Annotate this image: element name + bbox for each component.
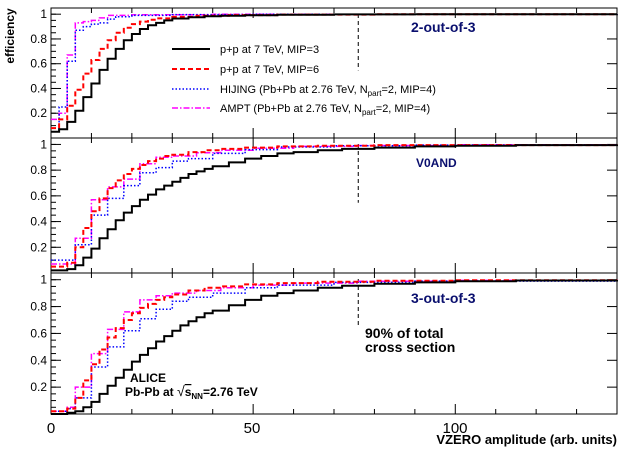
- panel-title-v0and: V0AND: [416, 156, 457, 170]
- panel-title-3-out-of-3: 3-out-of-3: [411, 290, 476, 306]
- annotation-line-1: 90% of total: [365, 325, 444, 341]
- series-pp-mip3: [51, 144, 618, 272]
- legend-label-pp-mip6: p+p at 7 TeV, MIP=6: [220, 64, 319, 76]
- y-tick-label: 0.6: [30, 326, 47, 340]
- annotation-line-2: cross section: [365, 339, 455, 355]
- y-axis-label: efficiency: [3, 8, 17, 64]
- panel-frame: [50, 7, 618, 139]
- series-pp-mip6: [51, 279, 618, 413]
- y-tick-label: 0.8: [30, 32, 47, 46]
- panel-3-out-of-3: 0.2 0.4 0.6 0.8 1: [30, 272, 618, 415]
- x-tick-label-100: 100: [442, 420, 467, 437]
- y-tick-label: 0.6: [30, 57, 47, 71]
- panel-2-out-of-3: 0.2 0.4 0.6 0.8 1: [30, 7, 618, 139]
- series-hijing: [51, 144, 618, 261]
- y-tick-label: 0.2: [30, 240, 47, 254]
- y-tick-label: 0.6: [30, 189, 47, 203]
- series-pp-mip3: [51, 279, 618, 415]
- y-tick-label: 1: [40, 7, 47, 21]
- alice-label: ALICE: [130, 371, 166, 385]
- x-axis-label: VZERO amplitude (arb. units): [436, 432, 617, 447]
- y-tick-label: 0.8: [30, 163, 47, 177]
- y-tick-label: 0.4: [30, 353, 47, 367]
- series-pp-mip3: [51, 13, 618, 133]
- legend: p+p at 7 TeV, MIP=3 p+p at 7 TeV, MIP=6 …: [172, 44, 436, 117]
- alice-system-label: Pb-Pb at √sNN=2.76 TeV: [125, 383, 258, 401]
- legend-label-pp-mip3: p+p at 7 TeV, MIP=3: [220, 44, 319, 56]
- series-ampt: [51, 13, 618, 121]
- y-tick-label: 1: [40, 137, 47, 151]
- series-hijing: [51, 279, 618, 413]
- series-pp-mip6: [51, 144, 618, 268]
- series-hijing: [51, 13, 618, 133]
- legend-label-ampt: AMPT (Pb+Pb at 2.76 TeV, Npart=2, MIP=4): [220, 103, 430, 117]
- x-tick-label-50: 50: [244, 420, 261, 437]
- y-tick-label: 0.2: [30, 106, 47, 120]
- panel-v0and: 0.2 0.4 0.6 0.8 1: [30, 137, 618, 274]
- panel-title-2-out-of-3: 2-out-of-3: [411, 19, 476, 35]
- y-tick-label: 0.4: [30, 215, 47, 229]
- y-tick-label: 0.2: [30, 380, 47, 394]
- y-tick-label: 0.4: [30, 81, 47, 95]
- x-tick-label-0: 0: [47, 420, 55, 437]
- legend-label-hijing: HIJING (Pb+Pb at 2.76 TeV, Npart=2, MIP=…: [220, 84, 436, 98]
- y-tick-label: 1: [40, 273, 47, 287]
- y-tick-label: 0.8: [30, 300, 47, 314]
- series-ampt: [51, 144, 618, 265]
